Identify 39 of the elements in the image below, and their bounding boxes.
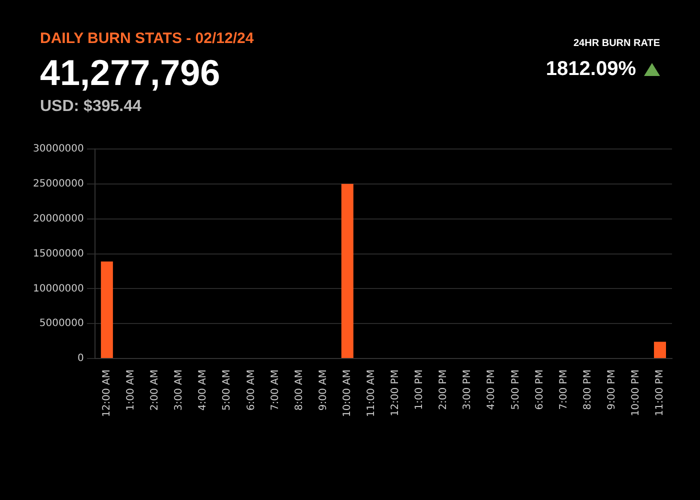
x-tick-label: 8:00 PM: [582, 370, 594, 410]
y-tick-label: 30000000: [32, 144, 84, 155]
y-tick-label: 25000000: [32, 178, 84, 190]
x-tick-label: 7:00 PM: [558, 370, 570, 410]
bar: [341, 184, 354, 358]
bar: [100, 261, 113, 358]
x-tick-label: 12:00 AM: [102, 370, 113, 418]
x-tick-label: 4:00 PM: [486, 370, 498, 410]
y-tick-label: 20000000: [32, 213, 84, 224]
x-tick-label: 12:00 PM: [390, 370, 402, 416]
text: 24HR BURN RATE: [574, 38, 660, 49]
x-tick-label: 5:00 PM: [510, 370, 522, 410]
y-tick-label: 10000000: [32, 283, 84, 294]
x-tick-label: 11:00 PM: [654, 370, 666, 416]
x-tick-label: 1:00 AM: [126, 370, 137, 411]
bar: [654, 342, 666, 358]
x-tick-label: 6:00 PM: [534, 370, 546, 410]
x-tick-label: 9:00 AM: [318, 370, 329, 411]
text: 1812.09%: [546, 58, 636, 81]
chart-subtitle: 41,277,796: [40, 52, 220, 94]
x-tick-label: 10:00 PM: [630, 370, 642, 416]
x-tick-label: 6:00 AM: [246, 370, 257, 411]
text: USD: $395.44: [40, 98, 142, 116]
x-tick-label: 4:00 AM: [198, 370, 209, 411]
x-tick-label: 8:00 AM: [294, 370, 305, 411]
x-tick-label: 3:00 AM: [174, 370, 185, 411]
x-tick-label: 5:00 AM: [222, 370, 233, 411]
x-tick-label: 10:00 AM: [342, 370, 353, 418]
x-tick-label: 7:00 AM: [270, 370, 281, 411]
x-tick-label: 1:00 PM: [414, 370, 426, 410]
x-tick-label: 2:00 AM: [150, 370, 161, 411]
x-tick-label: 2:00 PM: [438, 370, 450, 410]
y-tick-label: 15000000: [32, 248, 84, 260]
x-tick-label: 3:00 PM: [462, 370, 474, 410]
x-tick-label: 9:00 PM: [606, 370, 618, 410]
chart-title: DAILY BURN STATS - 02/12/24: [40, 30, 254, 47]
y-tick-label: 5000000: [39, 318, 84, 330]
y-tick-label: 0: [78, 353, 84, 364]
x-tick-label: 11:00 AM: [366, 370, 378, 418]
